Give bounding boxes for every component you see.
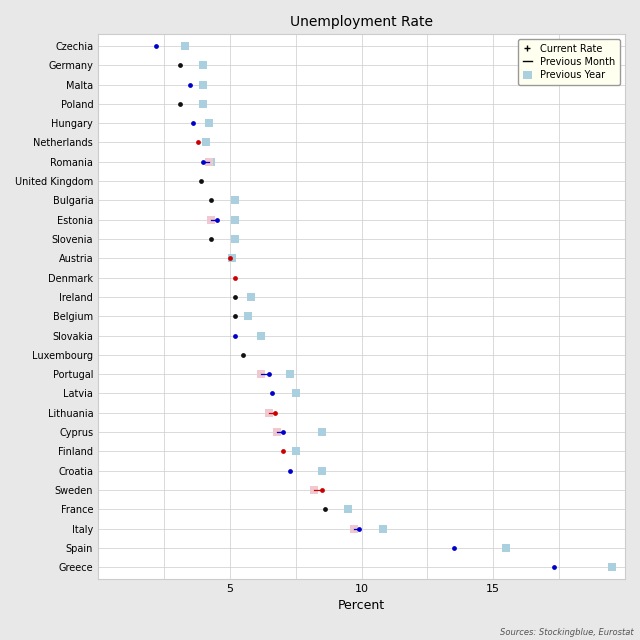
- Point: [198, 99, 209, 109]
- Point: [188, 118, 198, 128]
- Point: [196, 176, 206, 186]
- Point: [230, 330, 240, 340]
- Point: [198, 157, 209, 167]
- Point: [206, 157, 216, 167]
- Point: [185, 79, 195, 90]
- Point: [349, 524, 359, 534]
- Point: [230, 234, 240, 244]
- Point: [285, 369, 296, 380]
- Point: [449, 543, 459, 553]
- Point: [227, 253, 237, 264]
- Point: [230, 311, 240, 321]
- Point: [343, 504, 353, 515]
- Point: [238, 349, 248, 360]
- Point: [319, 504, 330, 515]
- X-axis label: Percent: Percent: [338, 599, 385, 612]
- Point: [354, 524, 364, 534]
- Point: [291, 446, 301, 456]
- Point: [501, 543, 511, 553]
- Point: [198, 79, 209, 90]
- Point: [243, 311, 253, 321]
- Point: [317, 427, 327, 437]
- Point: [225, 253, 235, 264]
- Point: [204, 157, 214, 167]
- Point: [317, 485, 327, 495]
- Legend: Current Rate, Previous Month, Previous Year: Current Rate, Previous Month, Previous Y…: [518, 39, 620, 84]
- Point: [264, 408, 275, 418]
- Point: [230, 214, 240, 225]
- Point: [264, 369, 275, 380]
- Point: [285, 465, 296, 476]
- Point: [317, 465, 327, 476]
- Point: [206, 234, 216, 244]
- Point: [272, 427, 282, 437]
- Point: [198, 60, 209, 70]
- Point: [206, 214, 216, 225]
- Point: [212, 214, 222, 225]
- Point: [180, 41, 190, 51]
- Point: [230, 195, 240, 205]
- Point: [175, 60, 185, 70]
- Point: [230, 292, 240, 302]
- Point: [193, 138, 204, 148]
- Point: [277, 446, 287, 456]
- Point: [201, 138, 211, 148]
- Point: [257, 369, 267, 380]
- Text: Sources: Stockingblue, Eurostat: Sources: Stockingblue, Eurostat: [500, 628, 634, 637]
- Point: [267, 388, 277, 399]
- Point: [291, 388, 301, 399]
- Point: [175, 99, 185, 109]
- Point: [246, 292, 256, 302]
- Point: [277, 427, 287, 437]
- Point: [269, 408, 280, 418]
- Point: [151, 41, 161, 51]
- Point: [230, 273, 240, 283]
- Point: [378, 524, 388, 534]
- Point: [206, 195, 216, 205]
- Point: [548, 562, 559, 572]
- Point: [607, 562, 617, 572]
- Point: [309, 485, 319, 495]
- Point: [257, 330, 267, 340]
- Title: Unemployment Rate: Unemployment Rate: [290, 15, 433, 29]
- Point: [204, 118, 214, 128]
